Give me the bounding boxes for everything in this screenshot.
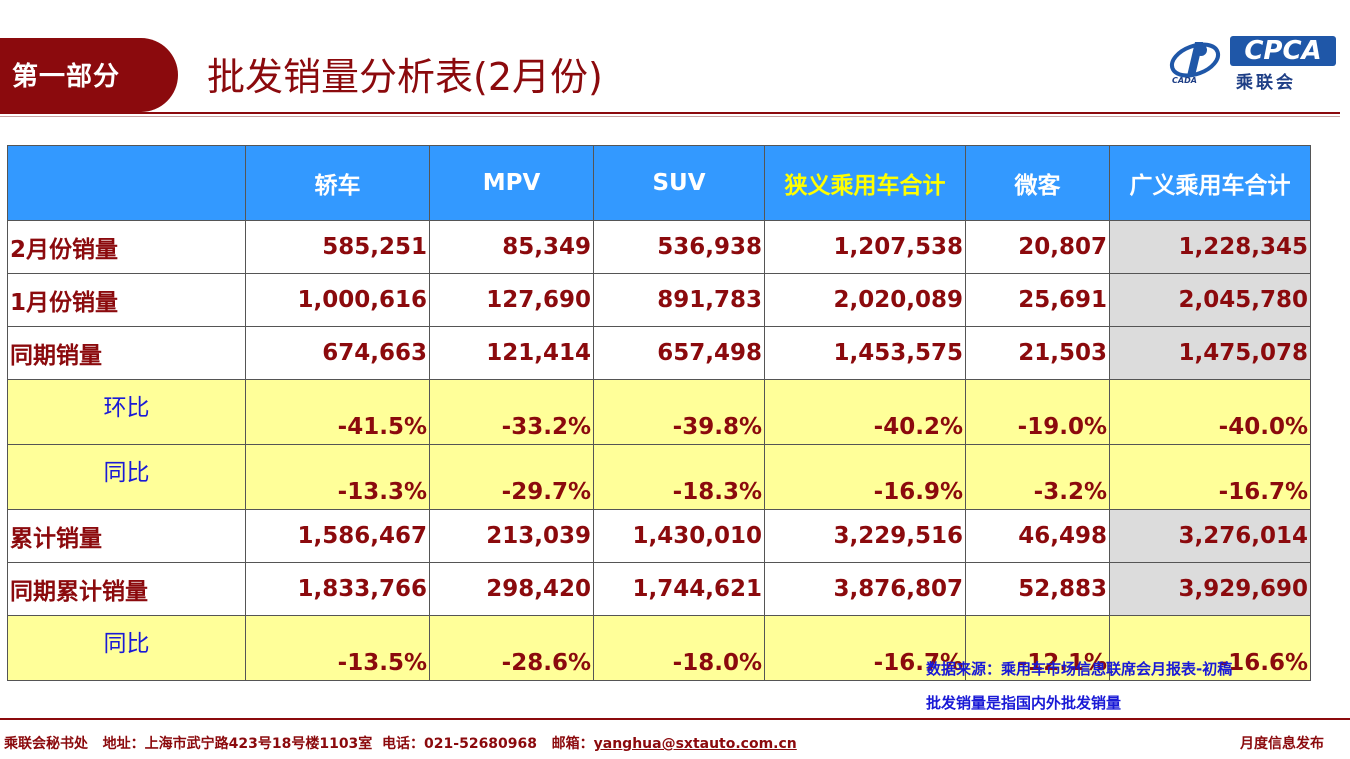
cell: 1,586,467: [245, 509, 430, 563]
cell: 657,498: [593, 326, 765, 380]
cell: 1,744,621: [593, 562, 765, 616]
row-label: 同期销量: [7, 326, 246, 380]
header-cell-suv: SUV: [593, 145, 765, 221]
cell: 674,663: [245, 326, 430, 380]
footer-divider: [0, 718, 1350, 720]
table-header-row: 轿车 MPV SUV 狭义乘用车合计 微客 广义乘用车合计: [7, 145, 1311, 221]
cell: 1,453,575: [764, 326, 966, 380]
data-source-note: 数据来源：乘用车市场信息联席会月报表-初稿: [926, 660, 1233, 678]
cell: -16.6%: [1109, 615, 1311, 681]
cada-logo-text: CADA: [1172, 76, 1197, 85]
cell: -41.5%: [245, 379, 430, 445]
cell: -28.6%: [429, 615, 594, 681]
cell: 536,938: [593, 220, 765, 274]
table-row: 同期累计销量 1,833,766 298,420 1,744,621 3,876…: [7, 562, 1311, 616]
section-tab: [0, 38, 178, 112]
cell: 46,498: [965, 509, 1110, 563]
cell: 127,690: [429, 273, 594, 327]
footer-org: 乘联会秘书处: [4, 736, 88, 752]
header-cell-mpv: MPV: [429, 145, 594, 221]
footer-email-link[interactable]: yanghua@sxtauto.com.cn: [593, 736, 797, 752]
cell: 85,349: [429, 220, 594, 274]
cell: -40.2%: [764, 379, 966, 445]
cada-logo-icon: [1165, 36, 1227, 92]
footer-release-label: 月度信息发布: [1240, 736, 1324, 752]
row-label: 环比: [7, 379, 246, 445]
table-row-ratio: 同比 -13.5% -28.6% -18.0% -16.7% -12.1% -1…: [7, 615, 1311, 681]
cell: -13.5%: [245, 615, 430, 681]
cell-total: 3,929,690: [1109, 562, 1311, 616]
cell: 2,020,089: [764, 273, 966, 327]
row-label: 累计销量: [7, 509, 246, 563]
cell: 1,000,616: [245, 273, 430, 327]
table-row: 同期销量 674,663 121,414 657,498 1,453,575 2…: [7, 326, 1311, 380]
section-label: 第一部分: [12, 62, 121, 92]
definition-note: 批发销量是指国内外批发销量: [926, 694, 1122, 712]
footer-contact: 乘联会秘书处 地址：上海市武宁路423号18号楼1103室 电话：021-526…: [4, 733, 797, 753]
header-cell-narrow-total: 狭义乘用车合计: [764, 145, 966, 221]
footer-address: 地址：上海市武宁路423号18号楼1103室: [102, 736, 373, 752]
header-cell-broad-total: 广义乘用车合计: [1109, 145, 1311, 221]
table-row: 1月份销量 1,000,616 127,690 891,783 2,020,08…: [7, 273, 1311, 327]
cell-total: 1,475,078: [1109, 326, 1311, 380]
row-label: 2月份销量: [7, 220, 246, 274]
cell: 3,876,807: [764, 562, 966, 616]
cell: 25,691: [965, 273, 1110, 327]
table-row: 累计销量 1,586,467 213,039 1,430,010 3,229,5…: [7, 509, 1311, 563]
cell: 585,251: [245, 220, 430, 274]
table-row: 2月份销量 585,251 85,349 536,938 1,207,538 2…: [7, 220, 1311, 274]
header-cell-minivan: 微客: [965, 145, 1110, 221]
cell: -13.3%: [245, 444, 430, 510]
cell: 298,420: [429, 562, 594, 616]
footer-phone: 电话：021-52680968: [382, 736, 538, 752]
cell: -16.7%: [764, 615, 966, 681]
cell: -39.8%: [593, 379, 765, 445]
page-title: 批发销量分析表(2月份): [207, 55, 603, 99]
cell: 21,503: [965, 326, 1110, 380]
cpca-logo: CPCA: [1230, 36, 1336, 66]
cell: -40.0%: [1109, 379, 1311, 445]
header-cell-sedan: 轿车: [245, 145, 430, 221]
cell: 1,430,010: [593, 509, 765, 563]
cell: 52,883: [965, 562, 1110, 616]
row-label: 同比: [7, 444, 246, 510]
cell: -33.2%: [429, 379, 594, 445]
cell: -16.9%: [764, 444, 966, 510]
cell: 891,783: [593, 273, 765, 327]
cell: -16.7%: [1109, 444, 1311, 510]
cell-total: 3,276,014: [1109, 509, 1311, 563]
header-divider-thin: [0, 116, 1340, 117]
cell: -18.3%: [593, 444, 765, 510]
cell: 20,807: [965, 220, 1110, 274]
footer-email-label: 邮箱：: [551, 736, 594, 752]
row-label: 同比: [7, 615, 246, 681]
cell: -19.0%: [965, 379, 1110, 445]
header-cell-empty: [7, 145, 246, 221]
cpca-logo-cn: 乘联会: [1236, 73, 1296, 93]
cell-total: 1,228,345: [1109, 220, 1311, 274]
cell: 213,039: [429, 509, 594, 563]
cell: -3.2%: [965, 444, 1110, 510]
row-label: 1月份销量: [7, 273, 246, 327]
cell: 3,229,516: [764, 509, 966, 563]
cell-total: 2,045,780: [1109, 273, 1311, 327]
table-row-ratio: 同比 -13.3% -29.7% -18.3% -16.9% -3.2% -16…: [7, 444, 1311, 510]
cell: -18.0%: [593, 615, 765, 681]
cell: 1,833,766: [245, 562, 430, 616]
cell: 1,207,538: [764, 220, 966, 274]
row-label: 同期累计销量: [7, 562, 246, 616]
header-divider: [0, 112, 1340, 114]
table-row-ratio: 环比 -41.5% -33.2% -39.8% -40.2% -19.0% -4…: [7, 379, 1311, 445]
cell: 121,414: [429, 326, 594, 380]
cell: -12.1%: [965, 615, 1110, 681]
cell: -29.7%: [429, 444, 594, 510]
sales-table: 轿车 MPV SUV 狭义乘用车合计 微客 广义乘用车合计 2月份销量 585,…: [7, 145, 1311, 681]
